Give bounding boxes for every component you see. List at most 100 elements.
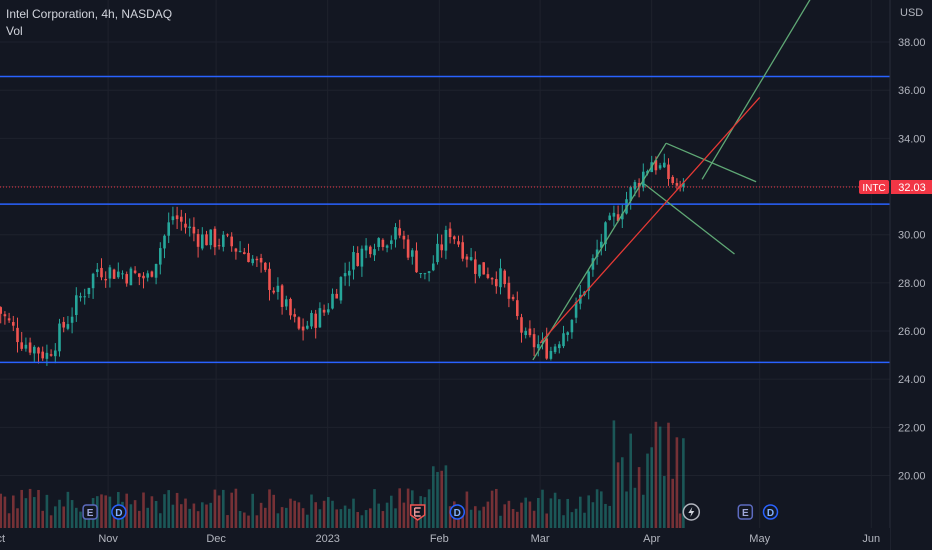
candle-body: [625, 199, 628, 214]
volume-label: Vol: [6, 24, 23, 38]
time-tick-label: Feb: [430, 533, 449, 545]
candle-body: [507, 282, 511, 299]
volume-bar: [444, 465, 448, 528]
candle-body: [37, 347, 40, 354]
volume-bar: [675, 437, 679, 528]
volume-bar: [205, 504, 208, 528]
time-tick-label: Mar: [531, 533, 550, 545]
trendlines[interactable]: [532, 0, 871, 361]
candle-body: [24, 344, 28, 349]
candle-body: [201, 234, 204, 249]
dividend-marker[interactable]: D: [449, 504, 466, 520]
volume-bar: [587, 495, 590, 528]
candle-body: [637, 182, 641, 188]
volume-bar: [83, 512, 86, 528]
trendline[interactable]: [644, 183, 735, 255]
candle-body: [117, 271, 120, 278]
time-tick-label: Oct: [0, 533, 5, 545]
volume-bar: [369, 508, 372, 528]
candle-body: [322, 309, 326, 313]
trendline[interactable]: [701, 0, 871, 180]
trendline[interactable]: [532, 142, 667, 361]
price-tick-label: 26.00: [898, 326, 926, 338]
volume-bar: [524, 497, 527, 528]
volume-bar: [37, 489, 40, 528]
volume-bar: [154, 500, 158, 528]
volume-bar: [381, 511, 385, 528]
news-marker[interactable]: [682, 503, 701, 521]
price-tick-label: 34.00: [898, 133, 926, 145]
candle-body: [549, 350, 553, 359]
candle-body: [616, 214, 620, 221]
candle-body: [171, 216, 175, 221]
candle-body: [562, 333, 565, 347]
candle-body: [230, 236, 233, 247]
svg-text:D: D: [767, 508, 774, 519]
earnings-marker[interactable]: E: [82, 504, 98, 520]
volume-bar: [209, 502, 212, 528]
volume-bar: [301, 508, 305, 528]
volume-bar: [226, 515, 229, 528]
earnings-marker[interactable]: E: [737, 504, 754, 520]
price-tick-label: 20.00: [898, 471, 926, 483]
candle-body: [440, 244, 443, 251]
last-price-symbol-tag: INTC: [859, 180, 889, 194]
volume-bar: [251, 493, 254, 528]
volume-bar: [629, 433, 632, 528]
volume-bar: [150, 496, 154, 528]
volume-bar: [45, 494, 49, 528]
candle-body: [411, 250, 414, 257]
volume-bar: [469, 509, 473, 528]
candle-body: [545, 338, 548, 359]
candle-body: [516, 300, 519, 317]
candle-body: [16, 327, 19, 343]
candle-body: [96, 269, 99, 272]
dividend-marker[interactable]: D: [111, 504, 127, 520]
volume-bar: [377, 503, 380, 528]
volume-bar: [545, 513, 548, 528]
split-marker[interactable]: [409, 504, 426, 521]
candle-body: [432, 263, 435, 271]
volume-bar: [503, 504, 506, 528]
candle-body: [196, 234, 200, 247]
volume-bar: [600, 491, 603, 528]
candle-body: [604, 222, 607, 245]
candle-body: [150, 271, 154, 277]
candle-body: [369, 246, 372, 255]
volume-bar: [285, 507, 288, 528]
candle-body: [394, 227, 397, 240]
candle-body: [541, 339, 544, 343]
time-axis[interactable]: Oct Nov Dec 2023 Feb Mar Apr May Jun: [0, 533, 880, 545]
volume-bar: [486, 501, 490, 528]
volume-bar: [574, 508, 578, 528]
volume-bar: [297, 502, 301, 528]
candle-body: [293, 314, 296, 317]
candle-body: [612, 212, 616, 217]
volume-bar: [272, 494, 275, 528]
candle-body: [58, 323, 61, 352]
svg-text:E: E: [742, 508, 749, 519]
volume-bar: [478, 510, 481, 528]
candle-body: [70, 316, 74, 323]
candle-body: [159, 248, 162, 265]
candle-body: [238, 250, 242, 252]
time-tick-label: Apr: [643, 533, 660, 545]
volume-bar: [7, 513, 11, 528]
candle-body: [436, 243, 439, 263]
trendline[interactable]: [539, 97, 761, 344]
trendline[interactable]: [665, 142, 757, 183]
candle-body: [377, 238, 380, 247]
dividend-marker[interactable]: D: [762, 504, 779, 520]
candle-body: [474, 259, 477, 274]
volume-bar: [142, 492, 145, 528]
volume-bar: [583, 512, 586, 528]
candle-body: [587, 271, 590, 291]
volume-bar: [591, 502, 595, 528]
chart-title[interactable]: Intel Corporation, 4h, NASDAQ: [6, 7, 173, 21]
time-tick-label: Dec: [206, 533, 226, 545]
last-price-tag: 32.03: [891, 180, 932, 194]
volume-bar: [595, 489, 599, 528]
candle-body: [629, 187, 632, 201]
